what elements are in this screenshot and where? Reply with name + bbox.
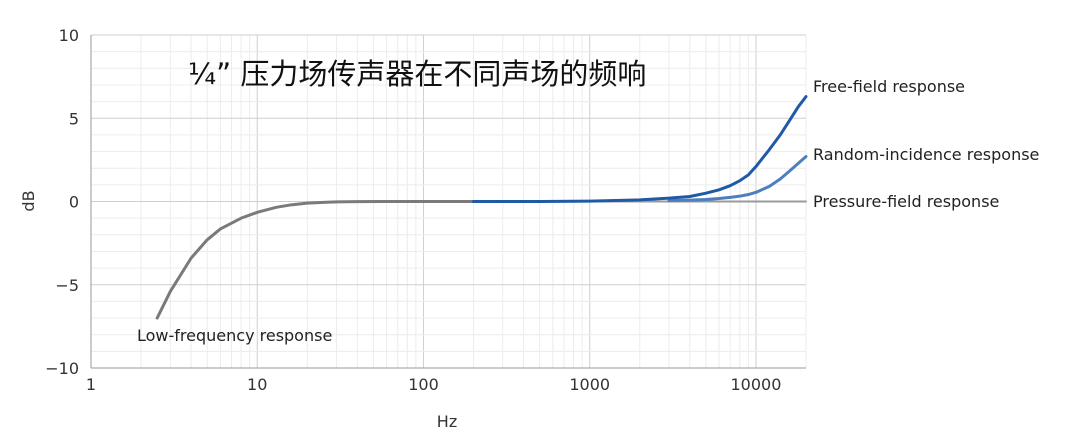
tick-labels: 1 10 100 1000 10000 10 5 0 −5 −10: [45, 26, 781, 394]
series-lines: [155, 95, 808, 320]
free-field-response-line: [472, 95, 808, 203]
annotation-free-field: Free-field response: [813, 77, 965, 96]
x-axis-title: Hz: [437, 412, 457, 431]
x-tick-label: 10: [247, 375, 267, 394]
axes: [90, 35, 806, 369]
random-incidence-response-line: [667, 155, 808, 203]
y-tick-label: 10: [59, 26, 79, 45]
x-tick-label: 10000: [731, 375, 782, 394]
annotation-pressure-field: Pressure-field response: [813, 192, 999, 211]
low-frequency-response-line: [155, 200, 476, 320]
y-axis-title: dB: [19, 190, 38, 211]
x-tick-label: 100: [408, 375, 439, 394]
y-tick-label: 0: [69, 193, 79, 212]
x-tick-label: 1: [86, 375, 96, 394]
annotation-random-incidence: Random-incidence response: [813, 145, 1039, 164]
y-tick-label: −5: [55, 276, 79, 295]
annotation-low-frequency: Low-frequency response: [137, 326, 332, 345]
chart-title: ¼” 压力场传声器在不同声场的频响: [188, 57, 646, 91]
y-tick-label: −10: [45, 359, 79, 378]
y-tick-label: 5: [69, 109, 79, 128]
x-tick-label: 1000: [569, 375, 610, 394]
